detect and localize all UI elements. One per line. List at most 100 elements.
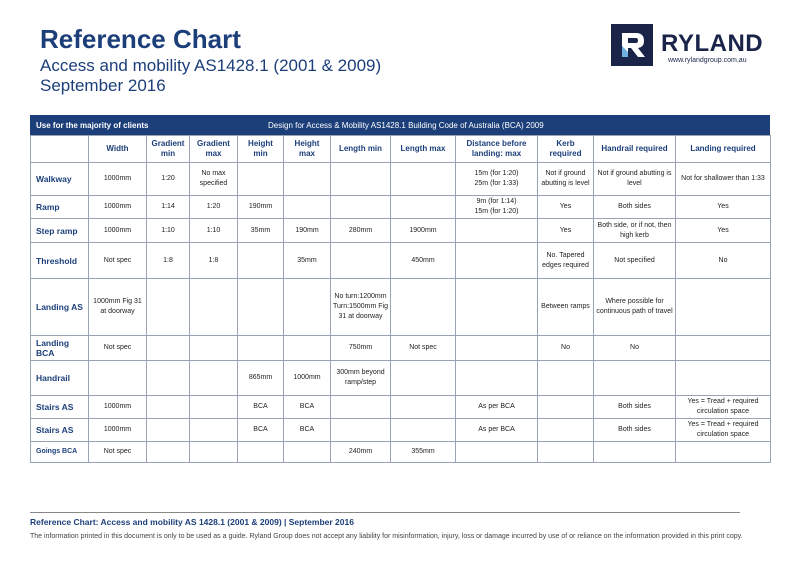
logo-url: www.rylandgroup.com.au — [668, 57, 747, 64]
table-cell: Not specified — [593, 242, 676, 279]
table-cell: BCA — [283, 418, 331, 442]
table-banner: Use for the majority of clients Design f… — [30, 115, 770, 135]
table-cell: Not spec — [88, 441, 147, 463]
column-header: Height max — [283, 135, 331, 163]
table-cell — [237, 278, 284, 336]
table-cell — [237, 242, 284, 279]
table-row: Landing AS 1000mm Fig 31 at doorway No tur… — [30, 278, 771, 336]
table-cell: As per BCA — [455, 395, 538, 419]
table-cell — [455, 335, 538, 361]
table-cell: 15m (for 1:20) 25m (for 1:33) — [455, 162, 538, 196]
table-cell — [537, 441, 594, 463]
table-cell: Both sides — [593, 195, 676, 219]
banner-left: Use for the majority of clients — [36, 121, 149, 130]
table-cell — [330, 418, 391, 442]
table-cell: 35mm — [237, 218, 284, 243]
table-row: Width Gradient min Gradient max Height min H… — [30, 135, 771, 163]
reference-table: Width Gradient min Gradient max Height min H… — [30, 135, 771, 463]
table-cell: 1:8 — [189, 242, 238, 279]
table-cell: 355mm — [390, 441, 456, 463]
row-label: Stairs AS — [30, 395, 89, 419]
table-cell: 240mm — [330, 441, 391, 463]
table-cell: Between ramps — [537, 278, 594, 336]
title: Reference Chart — [40, 24, 241, 54]
row-label: Ramp — [30, 195, 89, 219]
table-cell: No — [537, 335, 594, 361]
table-cell: Yes — [537, 195, 594, 219]
row-label: Step ramp — [30, 218, 89, 243]
column-header: Gradient max — [189, 135, 238, 163]
table-cell — [146, 441, 190, 463]
subtitle: Access and mobility AS1428.1 (2001 & 200… — [40, 56, 382, 75]
table-cell: 865mm — [237, 360, 284, 396]
table-cell — [88, 360, 147, 396]
table-cell: 1:20 — [146, 162, 190, 196]
table-cell: 1:10 — [146, 218, 190, 243]
table-cell: No. Tapered edges required — [537, 242, 594, 279]
table-cell: Yes — [675, 218, 771, 243]
table-cell — [189, 278, 238, 336]
table-cell: 1000mm — [88, 218, 147, 243]
table-cell: BCA — [237, 395, 284, 419]
table-cell: 1:8 — [146, 242, 190, 279]
logo-icon — [611, 24, 653, 66]
table-cell — [146, 418, 190, 442]
table-row: Ramp 1000mm 1:14 1:20 190mm 9m (for 1:14) 15m… — [30, 195, 771, 219]
table-cell — [283, 195, 331, 219]
column-header — [30, 135, 89, 163]
table-row: Walkway 1000mm 1:20 No max specified 15m (fo… — [30, 162, 771, 196]
table-cell: As per BCA — [455, 418, 538, 442]
table-cell — [390, 418, 456, 442]
table-cell — [146, 278, 190, 336]
table-cell: Yes = Tread + required circulation space — [675, 418, 771, 442]
table-cell — [390, 395, 456, 419]
logo-name: RYLAND — [661, 30, 764, 57]
table-cell: 300mm beyond ramp/step — [330, 360, 391, 396]
column-header: Length min — [330, 135, 391, 163]
table-row: Landing BCA Not spec 750mm Not spec No No — [30, 335, 771, 361]
table-cell — [675, 335, 771, 361]
table-cell — [537, 360, 594, 396]
table-cell — [189, 335, 238, 361]
table-cell — [283, 441, 331, 463]
table-row: Goings BCA Not spec 240mm 355mm — [30, 441, 771, 463]
footer-disclaimer: The information printed in this document… — [30, 533, 743, 540]
table-cell — [390, 195, 456, 219]
table-cell — [237, 441, 284, 463]
table-cell: 1000mm — [88, 162, 147, 196]
date: September 2016 — [40, 76, 166, 95]
table-cell — [455, 242, 538, 279]
table-cell — [390, 278, 456, 336]
table-cell — [537, 395, 594, 419]
table-cell — [189, 360, 238, 396]
table-cell: 1000mm — [283, 360, 331, 396]
table-cell — [593, 360, 676, 396]
table-cell: 1:20 — [189, 195, 238, 219]
table-cell: No — [593, 335, 676, 361]
table-cell — [189, 395, 238, 419]
table-cell: Both sides — [593, 418, 676, 442]
table-cell: Not spec — [390, 335, 456, 361]
table-cell — [146, 395, 190, 419]
column-header: Length max — [390, 135, 456, 163]
row-label: Landing BCA — [30, 335, 89, 361]
table-cell — [330, 195, 391, 219]
table-cell — [189, 418, 238, 442]
table-cell — [390, 360, 456, 396]
column-header: Width — [88, 135, 147, 163]
table-cell: BCA — [283, 395, 331, 419]
table-cell — [330, 242, 391, 279]
table-cell: 1:14 — [146, 195, 190, 219]
table-cell: No turn:1200mm Turn:1500mm Fig 31 at doo… — [330, 278, 391, 336]
table-cell: Where possible for continuous path of tr… — [593, 278, 676, 336]
table-row: Handrail 865mm 1000mm 300mm beyond ramp/ste… — [30, 360, 771, 396]
table-cell — [283, 335, 331, 361]
table-cell: 1000mm — [88, 418, 147, 442]
table-row: Stairs AS 1000mm BCA BCA As per BCA Both side… — [30, 395, 771, 419]
table-cell — [283, 278, 331, 336]
table-cell: No max specified — [189, 162, 238, 196]
table-cell: 450mm — [390, 242, 456, 279]
table-cell: BCA — [237, 418, 284, 442]
table-cell: 35mm — [283, 242, 331, 279]
